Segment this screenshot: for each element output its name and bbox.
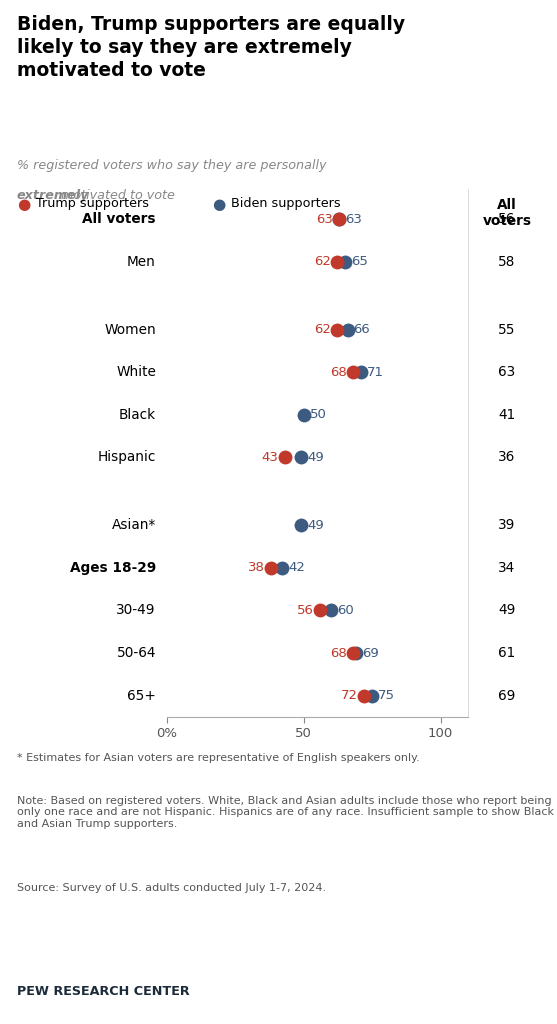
Text: 61: 61 (499, 646, 515, 660)
Point (327, 602, 336, 618)
Text: 60: 60 (337, 604, 354, 617)
Text: All voters: All voters (82, 212, 156, 226)
Text: 69: 69 (498, 688, 516, 702)
Point (267, 560, 276, 577)
Text: 65+: 65+ (127, 688, 156, 702)
Text: ●: ● (212, 197, 225, 212)
Text: 63: 63 (499, 366, 515, 379)
Text: 75: 75 (378, 689, 395, 702)
Text: 68: 68 (330, 646, 347, 659)
Text: 34: 34 (499, 561, 515, 574)
Text: 71: 71 (367, 366, 384, 379)
Text: 49: 49 (307, 519, 324, 531)
Text: Ages 18-29: Ages 18-29 (70, 561, 156, 574)
Text: 43: 43 (262, 451, 278, 464)
Text: Biden, Trump supporters are equally
likely to say they are extremely
motivated t: Biden, Trump supporters are equally like… (17, 15, 405, 80)
Text: ●: ● (17, 197, 30, 212)
Text: 63: 63 (345, 213, 362, 225)
Text: 56: 56 (498, 212, 516, 226)
Point (335, 211, 344, 227)
Text: 30-49: 30-49 (116, 603, 156, 617)
Point (359, 687, 368, 703)
Point (332, 254, 341, 270)
Text: 58: 58 (498, 255, 516, 268)
Point (297, 517, 306, 534)
Point (340, 254, 349, 270)
Text: Note: Based on registered voters. White, Black and Asian adults include those wh: Note: Based on registered voters. White,… (17, 796, 554, 828)
Point (335, 211, 344, 227)
Text: Hispanic: Hispanic (97, 451, 156, 464)
Point (299, 407, 308, 423)
Point (297, 450, 306, 466)
Text: * Estimates for Asian voters are representative of English speakers only.: * Estimates for Asian voters are represe… (17, 753, 419, 763)
Text: 62: 62 (314, 255, 331, 268)
Text: % registered voters who say they are personally: % registered voters who say they are per… (17, 159, 326, 172)
Text: Source: Survey of U.S. adults conducted July 1-7, 2024.: Source: Survey of U.S. adults conducted … (17, 883, 326, 893)
Text: 62: 62 (314, 324, 331, 336)
Point (277, 560, 286, 577)
Text: PEW RESEARCH CENTER: PEW RESEARCH CENTER (17, 985, 189, 998)
Text: Men: Men (127, 255, 156, 268)
Text: 42: 42 (288, 561, 305, 574)
Text: 65: 65 (351, 255, 368, 268)
Point (349, 365, 358, 381)
Text: Trump supporters: Trump supporters (36, 197, 149, 210)
Text: 50: 50 (310, 409, 327, 421)
Text: 72: 72 (341, 689, 358, 702)
Text: 38: 38 (248, 561, 265, 574)
Point (280, 450, 289, 466)
Text: 69: 69 (362, 646, 379, 659)
Text: extremely: extremely (17, 189, 89, 203)
Text: 49: 49 (498, 603, 516, 617)
Text: 50-64: 50-64 (116, 646, 156, 660)
Text: 49: 49 (307, 451, 324, 464)
Text: Black: Black (119, 408, 156, 422)
Text: All
voters: All voters (482, 198, 531, 228)
Text: motivated to vote: motivated to vote (57, 189, 175, 203)
Text: 63: 63 (316, 213, 333, 225)
Text: 55: 55 (498, 323, 516, 337)
Text: 68: 68 (330, 366, 347, 379)
Point (368, 687, 377, 703)
Point (351, 645, 360, 662)
Text: Biden supporters: Biden supporters (231, 197, 341, 210)
Point (332, 322, 341, 338)
Text: 39: 39 (498, 518, 516, 532)
Text: Asian*: Asian* (112, 518, 156, 532)
Text: 66: 66 (354, 324, 370, 336)
Point (357, 365, 366, 381)
Point (343, 322, 352, 338)
Point (349, 645, 358, 662)
Text: Women: Women (104, 323, 156, 337)
Point (316, 602, 325, 618)
Text: White: White (116, 366, 156, 379)
Text: 56: 56 (297, 604, 314, 617)
Text: 36: 36 (499, 451, 515, 464)
Text: 41: 41 (499, 408, 515, 422)
